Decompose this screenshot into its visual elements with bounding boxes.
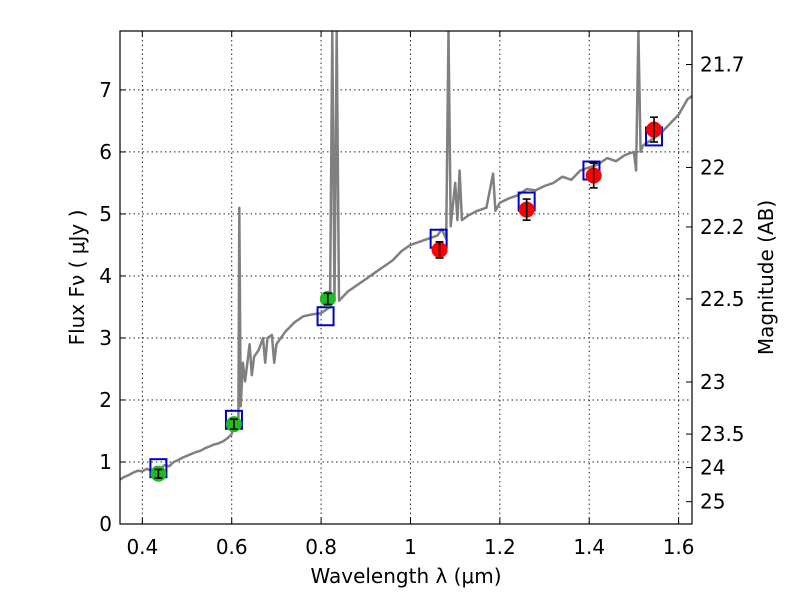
x-tick-label: 1.6 (663, 535, 695, 559)
mag-tick-label: 22.2 (700, 215, 745, 239)
x-axis-label: Wavelength λ (μm) (310, 564, 501, 588)
mag-tick-label: 21.7 (700, 52, 745, 76)
x-tick-label: 0.4 (126, 535, 158, 559)
y-axis-right-label: Magnitude (AB) (754, 200, 778, 355)
spectrum-layer (120, 31, 692, 481)
y-tick-label: 0 (99, 512, 112, 536)
x-tick-label: 1 (404, 535, 417, 559)
x-tick-label: 1.2 (484, 535, 516, 559)
mag-tick-label: 22 (700, 155, 725, 179)
mag-tick-label: 25 (700, 490, 725, 514)
photometry-layer (150, 116, 663, 482)
y-tick-label: 7 (99, 78, 112, 102)
model-band-square (316, 306, 335, 327)
grid (120, 31, 692, 525)
x-tick-label: 0.8 (305, 535, 337, 559)
mag-tick-label: 23 (700, 370, 725, 394)
y-tick-label: 6 (99, 140, 112, 164)
y-axis-label: Flux Fν ( μJy ) (65, 210, 89, 346)
x-tick-label: 0.6 (216, 535, 248, 559)
y-tick-label: 2 (99, 388, 112, 412)
y-tick-label: 4 (99, 264, 112, 288)
y-tick-label: 5 (99, 202, 112, 226)
model-spectrum-line (120, 31, 692, 481)
mag-tick-label: 23.5 (700, 422, 745, 446)
plot-frame (119, 30, 693, 525)
mag-tick-label: 24 (700, 456, 725, 480)
y-tick-label: 3 (99, 326, 112, 350)
y-tick-label: 1 (99, 450, 112, 474)
ticks-layer: 0.4 0.6 0.8 1 1.2 1.4 1.60123456721.72222.222.… (99, 31, 745, 559)
x-tick-label: 1.4 (573, 535, 605, 559)
mag-tick-label: 22.5 (700, 287, 745, 311)
